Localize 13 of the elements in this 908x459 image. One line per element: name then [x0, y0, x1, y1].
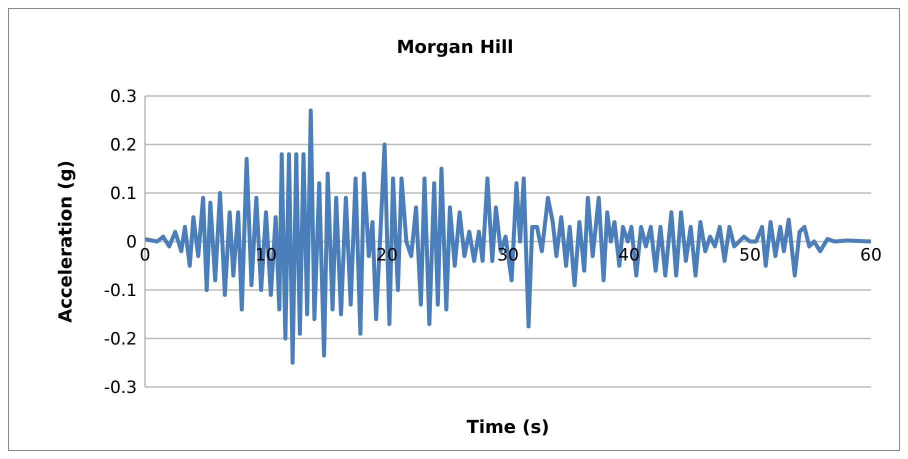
chart-title: Morgan Hill	[396, 37, 514, 58]
y-tick-label: 0	[126, 232, 137, 253]
x-tick-label: 0	[140, 246, 150, 266]
y-tick-label: -0.3	[104, 378, 137, 398]
y-tick-label: 0.2	[110, 136, 137, 156]
y-tick-label: 0.3	[110, 87, 137, 108]
x-tick-label: 50	[739, 246, 761, 266]
y-tick-label: -0.1	[104, 281, 137, 302]
y-axis-title: Acceleration (g)	[55, 160, 76, 323]
x-tick-label: 60	[860, 246, 882, 266]
y-tick-label: 0.1	[110, 184, 137, 204]
y-tick-label: -0.2	[104, 330, 137, 350]
x-axis-title: Time (s)	[466, 417, 550, 438]
